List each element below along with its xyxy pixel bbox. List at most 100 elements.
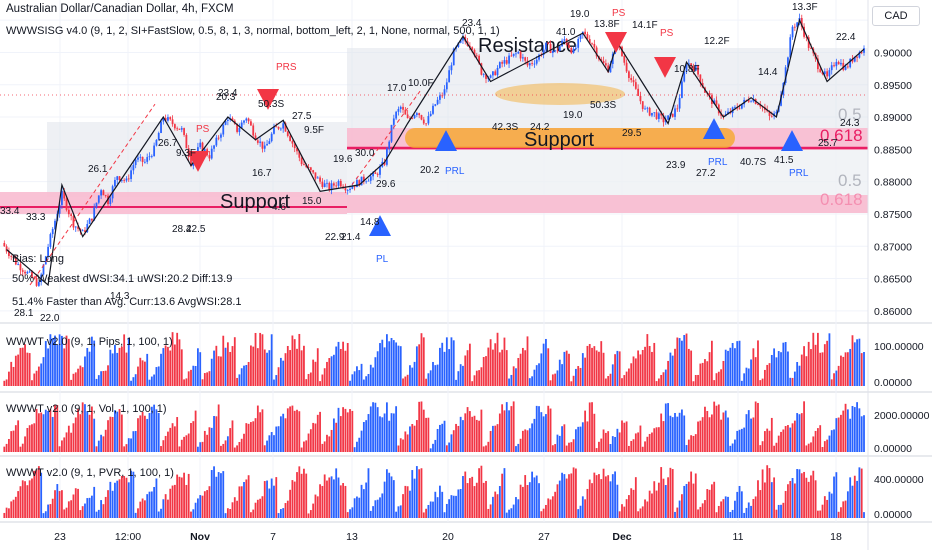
candle-body: [141, 156, 144, 162]
volume-bar: [738, 429, 741, 452]
candle-body: [432, 105, 434, 114]
volume-bar: [425, 417, 427, 452]
wave-value-label: 22.4: [836, 32, 856, 43]
candle-body: [517, 51, 520, 54]
candle-body: [164, 117, 167, 121]
pvr-bar: [266, 480, 268, 518]
volume-bar: [300, 447, 303, 452]
prl-label: PRL: [708, 157, 728, 168]
pips-bar: [104, 370, 107, 386]
volume-bar: [563, 424, 566, 452]
pvr-bar: [713, 481, 716, 518]
pvr-bar: [130, 470, 132, 518]
pvr-bar: [782, 502, 785, 518]
pvr-bar: [93, 486, 96, 518]
pips-bar: [409, 365, 411, 386]
volume-bar: [775, 442, 778, 452]
volume-bar: [97, 440, 100, 452]
pips-bar: [789, 377, 792, 386]
pips-bar: [250, 345, 252, 386]
pips-bar: [279, 357, 282, 386]
pips-bar: [445, 337, 448, 386]
pvr-bar: [386, 469, 388, 518]
pvr-bar: [690, 471, 693, 518]
volume-bar: [784, 425, 787, 452]
volume-bar: [111, 416, 114, 452]
volume-bar: [293, 410, 296, 452]
pvr-bar: [201, 495, 204, 518]
candle-body: [305, 164, 308, 168]
candle-body: [846, 66, 849, 68]
pane-title-vol[interactable]: WWWT v2.0 (9, 1, Vol, 1, 100, 1): [6, 403, 167, 415]
pvr-bar: [367, 468, 370, 518]
indicator-legend[interactable]: WWWSISG v4.0 (9, 1, 2, SI+FastSlow, 0.5,…: [6, 25, 500, 37]
pips-bar: [745, 367, 748, 386]
pips-bar: [236, 377, 238, 386]
pips-bar: [563, 351, 566, 386]
pvr-bar: [814, 480, 817, 518]
candle-body: [411, 118, 414, 119]
pips-bar: [54, 335, 56, 386]
pips-bar: [224, 347, 227, 386]
pvr-bar: [770, 482, 773, 518]
pips-bar: [162, 348, 165, 386]
pips-bar: [93, 340, 96, 386]
pvr-bar: [494, 491, 497, 518]
pips-bar: [655, 381, 658, 386]
candle-body: [533, 63, 536, 65]
volume-bar: [823, 441, 826, 452]
pips-bar: [148, 379, 151, 386]
candle-body: [531, 63, 534, 65]
pips-bar: [213, 350, 215, 386]
volume-bar: [143, 415, 146, 452]
pvr-bar: [738, 485, 741, 518]
pips-bar: [602, 352, 605, 386]
candle-body: [155, 139, 158, 146]
pvr-bar: [26, 485, 29, 518]
pvr-bar: [213, 466, 215, 518]
ps-label: PS: [196, 124, 210, 135]
volume-bar: [660, 413, 663, 452]
volume-bar: [517, 443, 520, 452]
pvr-bar: [379, 497, 381, 518]
buy-signal-icon: [781, 130, 803, 151]
candle-body: [678, 97, 681, 109]
candle-body: [213, 145, 215, 149]
pane-title-pvr[interactable]: WWWT v2.0 (9, 1, PVR, 1, 100, 1): [6, 467, 174, 479]
pvr-bar: [150, 491, 153, 518]
volume-bar: [706, 410, 709, 452]
candle-body: [88, 218, 91, 225]
pips-bar: [464, 355, 467, 386]
volume-bar: [137, 418, 139, 452]
currency-button[interactable]: CAD: [872, 6, 920, 26]
pips-bar: [252, 346, 255, 386]
pips-bar: [35, 370, 38, 386]
pvr-bar: [757, 480, 759, 518]
pvr-bar: [146, 494, 149, 518]
candle-body: [21, 270, 24, 272]
pips-bar: [754, 357, 757, 386]
pvr-bar: [780, 504, 782, 518]
volume-bar: [595, 448, 598, 452]
pips-bar: [118, 347, 121, 386]
pips-bar: [312, 359, 315, 386]
candle-body: [660, 113, 663, 116]
volume-bar: [443, 420, 446, 452]
pane-title-pips[interactable]: WWWT v2.0 (9, 1, Pips, 1, 100, 1): [6, 336, 173, 348]
pvr-bar: [429, 501, 432, 518]
candle-body: [508, 55, 510, 64]
pvr-bar: [773, 477, 776, 518]
volume-bar: [512, 401, 515, 452]
volume-bar: [734, 439, 736, 452]
volume-bar: [844, 403, 847, 452]
wave-value-label: 13.8F: [594, 19, 620, 30]
volume-bar: [450, 434, 453, 452]
volume-bar: [710, 414, 713, 452]
candle-body: [293, 143, 296, 149]
pips-bar: [763, 369, 766, 386]
pips-bar: [701, 362, 704, 386]
pvr-bar: [561, 472, 563, 518]
volume-bar: [625, 421, 628, 452]
volume-bar: [630, 440, 633, 452]
